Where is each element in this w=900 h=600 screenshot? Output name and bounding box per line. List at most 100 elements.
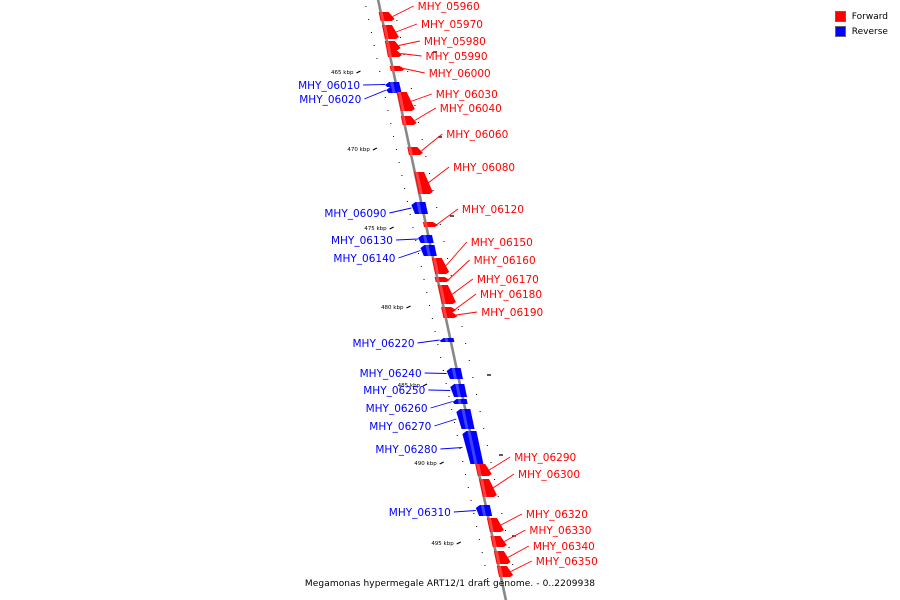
gene-glyph-shade (487, 518, 494, 532)
gene-label[interactable]: MHY_06290 (514, 452, 576, 464)
gene-label[interactable]: MHY_05990 (426, 51, 488, 63)
tick-label: 480 kbp (381, 305, 404, 311)
gene-label[interactable]: MHY_06240 (360, 368, 422, 380)
gene-mhy-06220: MHY_06220 (352, 338, 455, 350)
minor-tick (440, 357, 442, 358)
gene-label[interactable]: MHY_06330 (529, 525, 591, 537)
legend-swatch-forward (834, 11, 846, 22)
gene-glyph (446, 368, 463, 379)
gene-glyph-shade (401, 116, 407, 125)
gene-leader (510, 560, 533, 572)
gene-glyph-shade (415, 172, 423, 194)
gene-glyph (414, 172, 433, 194)
gene-label[interactable]: MHY_06250 (363, 385, 425, 397)
gene-mhy-06270: MHY_06270 (369, 409, 475, 433)
gene-glyph-shade (491, 536, 497, 547)
gene-label[interactable]: MHY_06170 (477, 274, 539, 286)
tick-dash (389, 226, 394, 230)
minor-tick (470, 500, 472, 501)
minor-tick (465, 343, 467, 344)
minor-tick (425, 156, 427, 157)
gene-label[interactable]: MHY_06060 (446, 129, 508, 141)
gene-label[interactable]: MHY_06090 (324, 208, 386, 220)
gene-glyph-shade (387, 50, 393, 57)
gene-mhy-06030: MHY_06030 (396, 89, 498, 111)
gene-label[interactable]: MHY_06030 (436, 89, 498, 101)
gene-glyph-shade (385, 41, 391, 50)
gene-mhy-06130: MHY_06130 (331, 235, 434, 247)
gene-label[interactable]: MHY_06310 (389, 507, 451, 519)
minor-tick (451, 409, 453, 410)
minor-tick (390, 123, 392, 124)
gene-label[interactable]: MHY_06160 (474, 255, 536, 267)
gene-glyph-shade (461, 409, 469, 429)
gene-label[interactable]: MHY_06040 (440, 103, 502, 115)
gene-label[interactable]: MHY_06270 (369, 421, 431, 433)
minor-tick (486, 445, 488, 446)
minor-tick (406, 201, 408, 202)
minor-tick (379, 71, 381, 72)
minor-tick (508, 547, 510, 548)
minor-tick (434, 331, 436, 332)
gene-label[interactable]: MHY_06320 (526, 509, 588, 521)
minor-tick (476, 394, 478, 395)
gene-leader (400, 53, 422, 57)
gene-glyph (439, 338, 455, 342)
gene-mhy-06250: MHY_06250 (363, 384, 468, 397)
gene-glyph-shade (379, 12, 385, 21)
minor-tick (431, 318, 433, 319)
gene-label[interactable]: MHY_06180 (480, 289, 542, 301)
gene-label[interactable]: MHY_06010 (298, 80, 360, 92)
minor-tick (453, 422, 455, 423)
gene-label[interactable]: MHY_06020 (299, 94, 361, 106)
gene-glyph (407, 147, 423, 155)
gene-glyph-shade (382, 25, 389, 39)
gene-glyph (385, 82, 401, 87)
gene-label[interactable]: MHY_06220 (352, 338, 414, 350)
minor-tick (487, 578, 489, 579)
gene-leader (420, 133, 443, 152)
gene-mhy-06260: MHY_06260 (366, 399, 468, 415)
gene-glyph (378, 12, 395, 21)
minor-tick (396, 20, 398, 21)
gene-label[interactable]: MHY_06000 (429, 68, 491, 80)
minor-tick (450, 275, 452, 276)
gene-label[interactable]: MHY_06340 (533, 541, 595, 553)
gene-label[interactable]: MHY_06300 (518, 469, 580, 481)
gene-glyph (384, 41, 401, 50)
gene-label[interactable]: MHY_05960 (418, 1, 480, 13)
minor-tick (417, 253, 419, 254)
gene-label[interactable]: MHY_06150 (471, 237, 533, 249)
gene-leader (436, 208, 459, 225)
gene-mhy-06190: MHY_06190 (442, 307, 543, 319)
gene-glyph-shade (423, 222, 428, 227)
map-caption: Megamonas hypermegale ART12/1 draft geno… (304, 579, 596, 589)
tick-label: 465 kbp (331, 70, 354, 76)
gene-glyph-shade (476, 464, 482, 476)
minor-tick (398, 162, 400, 163)
minor-tick (501, 513, 503, 514)
gene-mhy-06120: MHY_06120 (422, 204, 524, 227)
gene-label[interactable]: MHY_06260 (366, 403, 428, 415)
gene-label[interactable]: MHY_06280 (375, 444, 437, 456)
gene-label[interactable]: MHY_06120 (462, 204, 524, 216)
gene-label[interactable]: MHY_06350 (536, 556, 598, 568)
gene-label[interactable]: MHY_06130 (331, 235, 393, 247)
tick-label: 470 kbp (347, 147, 370, 153)
gene-glyph (420, 245, 437, 256)
gene-label[interactable]: MHY_06080 (453, 162, 515, 174)
gene-label[interactable]: MHY_06190 (481, 307, 543, 319)
minor-tick (481, 552, 483, 553)
minor-tick (420, 266, 422, 267)
gene-label[interactable]: MHY_06140 (333, 253, 395, 265)
minor-tick (401, 175, 403, 176)
gene-glyph-shade (438, 285, 446, 304)
gene-glyph-shade (467, 431, 478, 464)
gene-label[interactable]: MHY_05970 (421, 19, 483, 31)
minor-tick (368, 19, 370, 20)
gene-label[interactable]: MHY_05980 (424, 36, 486, 48)
minor-tick (494, 479, 496, 480)
gene-leader (395, 23, 418, 33)
gene-leader (414, 107, 437, 121)
